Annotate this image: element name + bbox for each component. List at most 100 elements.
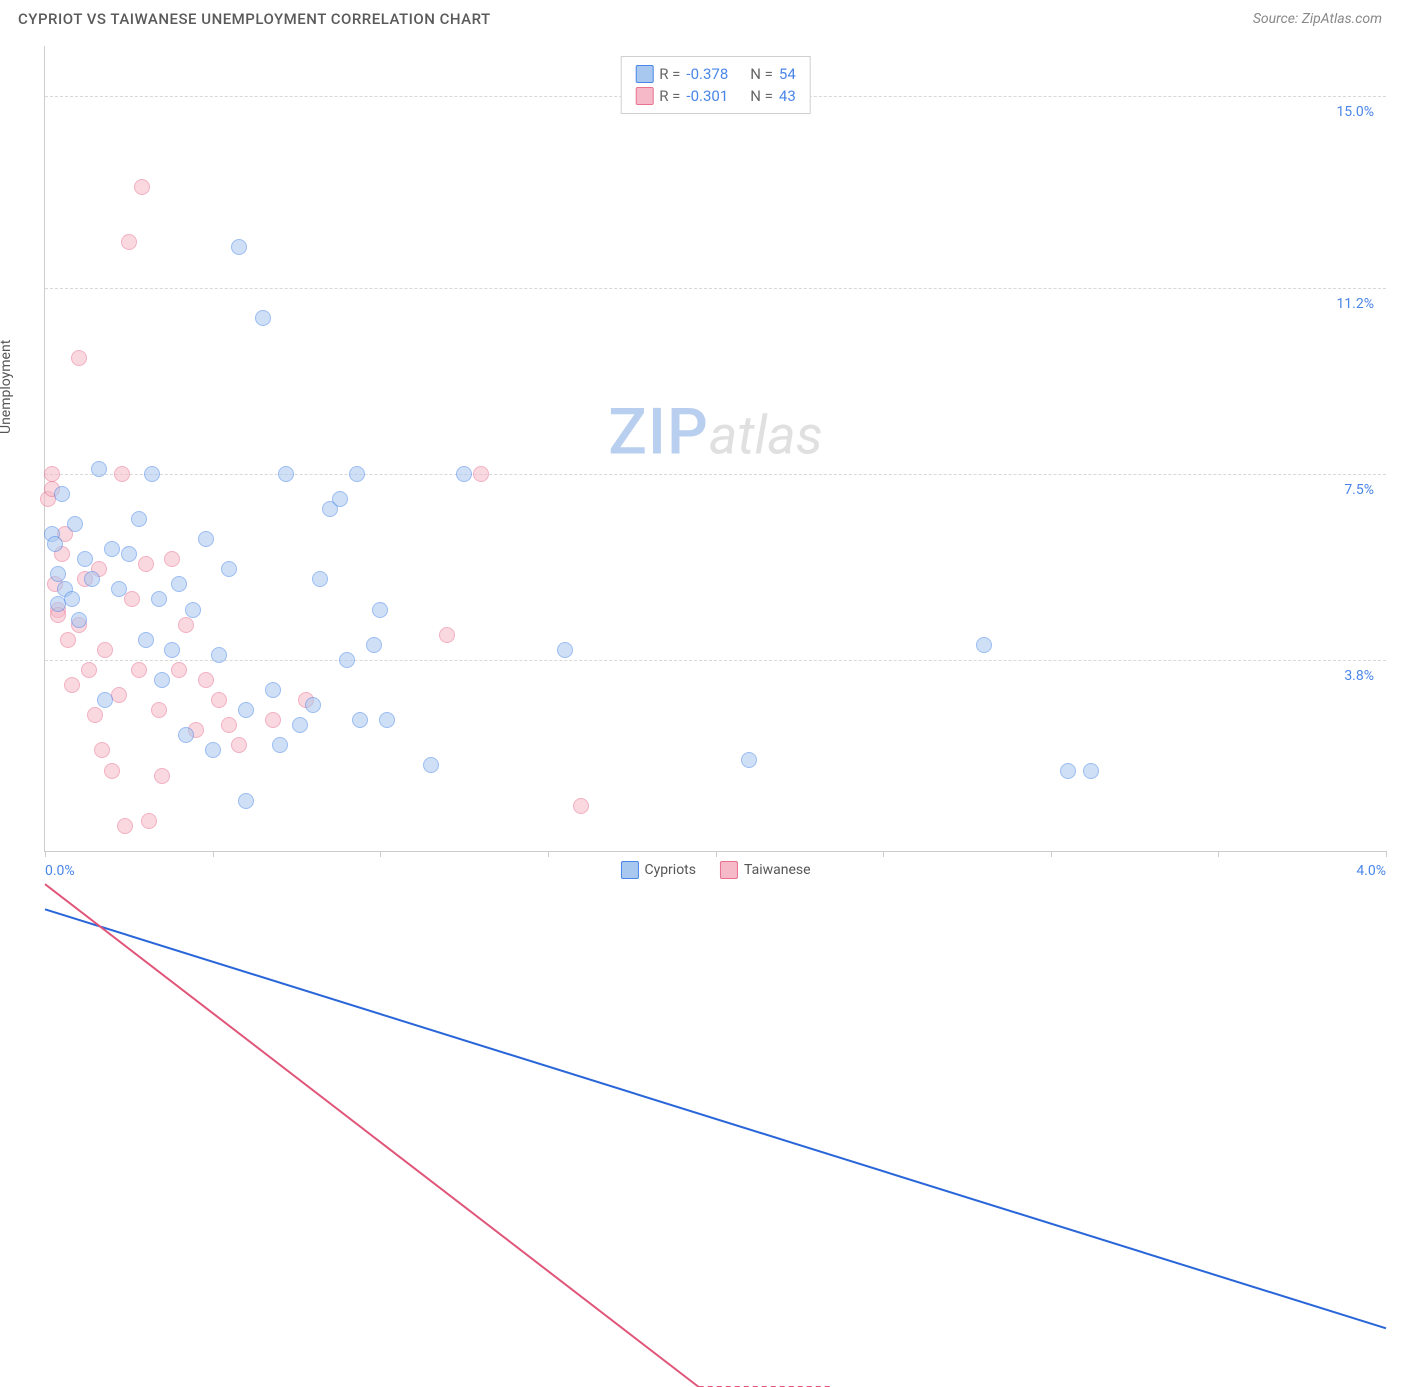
- cypriots-point: [64, 591, 80, 607]
- taiwanese-point: [221, 717, 237, 733]
- taiwanese-point: [473, 466, 489, 482]
- cypriots-point: [238, 793, 254, 809]
- plot-wrapper: ZIPatlas R = -0.378 N = 54 R = -0.301 N …: [44, 46, 1386, 852]
- cypriots-point: [67, 516, 83, 532]
- taiwanese-point: [198, 672, 214, 688]
- taiwanese-point: [71, 350, 87, 366]
- x-tick: [883, 851, 884, 857]
- cypriots-point: [1083, 763, 1099, 779]
- cypriots-point: [144, 466, 160, 482]
- taiwanese-r-value: -0.301: [686, 87, 728, 105]
- legend-row-cypriots: R = -0.378 N = 54: [635, 63, 796, 85]
- legend-item-cypriots: Cypriots: [620, 861, 696, 879]
- taiwanese-point: [265, 712, 281, 728]
- gridline: [45, 660, 1386, 661]
- cypriots-point: [164, 642, 180, 658]
- trend-line: [45, 909, 1386, 1328]
- taiwanese-point: [151, 702, 167, 718]
- cypriots-n-value: 54: [779, 65, 796, 83]
- cypriots-point: [205, 742, 221, 758]
- cypriots-point: [372, 602, 388, 618]
- cypriots-point: [211, 647, 227, 663]
- taiwanese-point: [141, 813, 157, 829]
- r-label: R =: [659, 65, 680, 83]
- cypriots-point: [352, 712, 368, 728]
- cypriots-point: [312, 571, 328, 587]
- legend-series: Cypriots Taiwanese: [620, 861, 810, 879]
- taiwanese-point: [121, 234, 137, 250]
- legend-correlation: R = -0.378 N = 54 R = -0.301 N = 43: [620, 56, 811, 114]
- x-tick: [1386, 851, 1387, 857]
- gridline: [45, 474, 1386, 475]
- cypriots-point: [278, 466, 294, 482]
- taiwanese-point: [104, 763, 120, 779]
- y-axis-label: Unemployment: [0, 340, 14, 434]
- y-tick-label: 3.8%: [1344, 668, 1374, 684]
- cypriots-point: [138, 632, 154, 648]
- cypriots-point: [741, 752, 757, 768]
- n-label: N =: [750, 65, 773, 83]
- cypriots-point: [50, 566, 66, 582]
- swatch-taiwanese-icon: [720, 861, 738, 879]
- x-tick: [380, 851, 381, 857]
- x-tick: [548, 851, 549, 857]
- cypriots-point: [178, 727, 194, 743]
- cypriots-point: [111, 581, 127, 597]
- cypriots-point: [47, 536, 63, 552]
- cypriots-point: [305, 697, 321, 713]
- taiwanese-point: [117, 818, 133, 834]
- cypriots-point: [91, 461, 107, 477]
- taiwanese-point: [178, 617, 194, 633]
- cypriots-point: [379, 712, 395, 728]
- plot-area: ZIPatlas R = -0.378 N = 54 R = -0.301 N …: [44, 46, 1386, 852]
- cypriots-point: [171, 576, 187, 592]
- cypriots-point: [557, 642, 573, 658]
- source-label: Source: ZipAtlas.com: [1253, 11, 1382, 27]
- gridline: [45, 288, 1386, 289]
- cypriots-point: [221, 561, 237, 577]
- y-tick-label: 11.2%: [1336, 296, 1374, 312]
- x-tick: [213, 851, 214, 857]
- taiwanese-point: [439, 627, 455, 643]
- taiwanese-point: [97, 642, 113, 658]
- cypriots-point: [185, 602, 201, 618]
- taiwanese-point: [164, 551, 180, 567]
- r-label: R =: [659, 87, 680, 105]
- x-tick: [1218, 851, 1219, 857]
- chart-title: CYPRIOT VS TAIWANESE UNEMPLOYMENT CORREL…: [18, 10, 491, 28]
- taiwanese-point: [138, 556, 154, 572]
- swatch-cypriots-icon: [620, 861, 638, 879]
- trend-line: [45, 884, 699, 1387]
- cypriots-point: [154, 672, 170, 688]
- cypriots-point: [265, 682, 281, 698]
- cypriots-label: Cypriots: [644, 862, 696, 878]
- taiwanese-point: [94, 742, 110, 758]
- legend-item-taiwanese: Taiwanese: [720, 861, 811, 879]
- swatch-taiwanese: [635, 87, 653, 105]
- cypriots-point: [976, 637, 992, 653]
- taiwanese-point: [124, 591, 140, 607]
- cypriots-point: [231, 239, 247, 255]
- cypriots-point: [238, 702, 254, 718]
- taiwanese-point: [171, 662, 187, 678]
- taiwanese-point: [573, 798, 589, 814]
- y-tick-label: 15.0%: [1336, 104, 1374, 120]
- cypriots-point: [121, 546, 137, 562]
- cypriots-point: [198, 531, 214, 547]
- x-tick: [45, 851, 46, 857]
- cypriots-point: [77, 551, 93, 567]
- taiwanese-point: [64, 677, 80, 693]
- taiwanese-point: [81, 662, 97, 678]
- cypriots-r-value: -0.378: [686, 65, 728, 83]
- cypriots-point: [104, 541, 120, 557]
- cypriots-point: [349, 466, 365, 482]
- cypriots-point: [54, 486, 70, 502]
- taiwanese-point: [134, 179, 150, 195]
- cypriots-point: [71, 612, 87, 628]
- x-axis-start-label: 0.0%: [45, 863, 75, 879]
- swatch-cypriots: [635, 65, 653, 83]
- x-tick: [1051, 851, 1052, 857]
- cypriots-point: [366, 637, 382, 653]
- cypriots-point: [332, 491, 348, 507]
- taiwanese-point: [231, 737, 247, 753]
